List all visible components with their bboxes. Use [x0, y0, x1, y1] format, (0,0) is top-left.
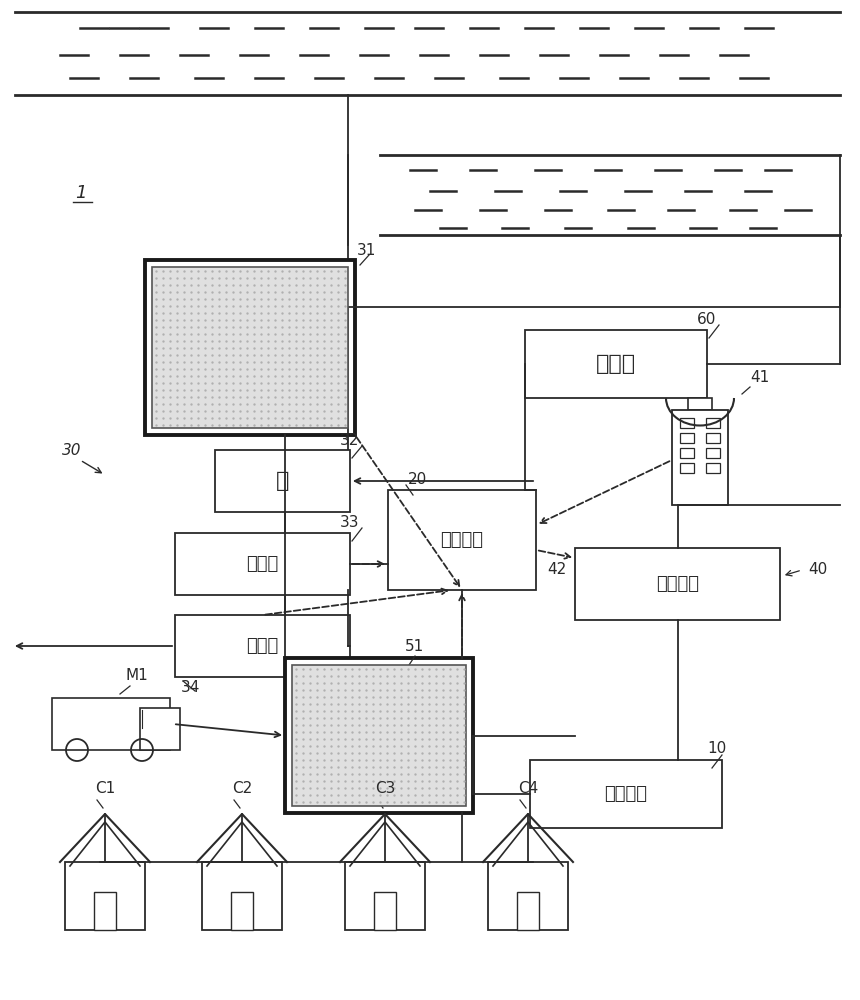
Text: 控制装置: 控制装置: [440, 531, 483, 549]
Bar: [688, 398, 712, 410]
Text: 40: 40: [808, 562, 827, 578]
Bar: [94, 892, 116, 930]
Bar: [706, 433, 720, 443]
Text: 泵: 泵: [276, 471, 289, 491]
Bar: [175, 615, 350, 677]
Bar: [575, 548, 780, 620]
Bar: [374, 892, 396, 930]
Text: 51: 51: [404, 639, 424, 654]
Text: 42: 42: [548, 562, 567, 578]
Text: C1: C1: [95, 781, 115, 796]
Bar: [680, 418, 694, 428]
Bar: [488, 862, 568, 930]
Bar: [292, 665, 466, 806]
Bar: [215, 450, 350, 512]
Text: 除沫器: 除沫器: [246, 555, 279, 573]
Bar: [706, 448, 720, 458]
Text: 1: 1: [75, 184, 87, 202]
Text: 60: 60: [697, 312, 716, 327]
Bar: [65, 862, 145, 930]
Bar: [680, 463, 694, 473]
Text: 20: 20: [408, 472, 427, 487]
Bar: [175, 533, 350, 595]
Text: 10: 10: [707, 741, 726, 756]
Text: 32: 32: [340, 433, 359, 448]
Bar: [345, 862, 425, 930]
Bar: [140, 708, 180, 750]
Text: 过滤器: 过滤器: [246, 637, 279, 655]
Bar: [152, 267, 348, 428]
Bar: [706, 463, 720, 473]
Text: 31: 31: [357, 243, 377, 258]
Bar: [672, 410, 728, 505]
Bar: [706, 418, 720, 428]
Bar: [202, 862, 282, 930]
Text: C4: C4: [518, 781, 538, 796]
Bar: [530, 760, 722, 828]
Text: M1: M1: [126, 668, 149, 683]
Bar: [680, 433, 694, 443]
Bar: [517, 892, 539, 930]
Bar: [231, 892, 253, 930]
Bar: [285, 658, 473, 813]
Bar: [680, 448, 694, 458]
Text: 30: 30: [62, 443, 82, 458]
Bar: [145, 260, 355, 435]
Text: 终端装置: 终端装置: [605, 785, 648, 803]
Text: 33: 33: [340, 515, 359, 530]
Text: C2: C2: [232, 781, 252, 796]
Text: 41: 41: [750, 370, 769, 385]
Text: 34: 34: [181, 680, 200, 695]
Text: 服务器: 服务器: [596, 354, 636, 374]
Text: C3: C3: [375, 781, 396, 796]
Bar: [388, 490, 536, 590]
Bar: [525, 330, 707, 398]
Text: 净水设备: 净水设备: [656, 575, 699, 593]
Bar: [52, 698, 170, 750]
